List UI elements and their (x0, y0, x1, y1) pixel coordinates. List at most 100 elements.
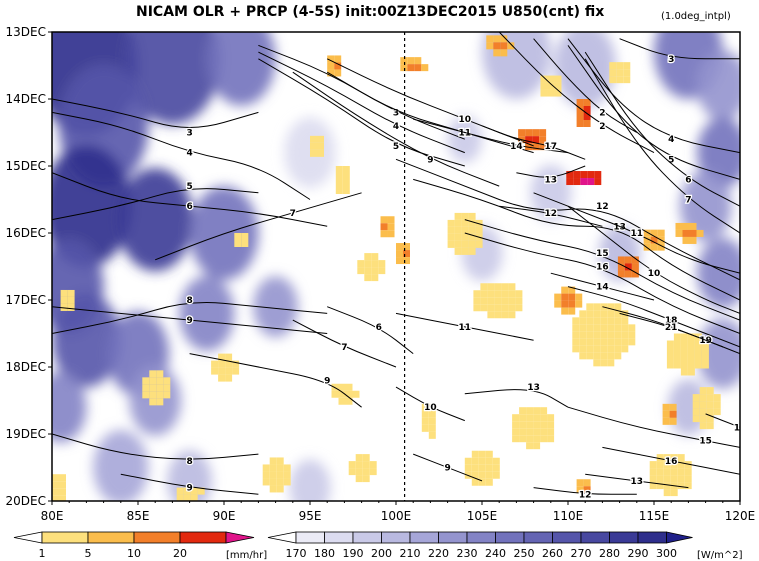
precip-cell (310, 149, 317, 157)
u850-contour-label: 3 (186, 129, 192, 139)
precip-cell (579, 331, 587, 339)
u850-contour-line (584, 51, 740, 207)
u850-contour-line (705, 413, 740, 428)
precip-cell (657, 243, 665, 251)
u850-contour-label: 3 (668, 55, 674, 65)
precip-cell (677, 461, 685, 469)
precip-cell (609, 76, 617, 84)
precip-cell (689, 222, 697, 230)
precip-cell (454, 219, 462, 227)
precip-cell (701, 347, 709, 355)
precip-cell (461, 219, 469, 227)
precip-cell (600, 317, 608, 325)
u850-contour-line (52, 433, 259, 460)
precip-cell (656, 454, 664, 462)
precip-cell (701, 361, 709, 369)
precip-cell (218, 360, 226, 368)
precip-cell (447, 226, 455, 234)
precip-cell (554, 75, 562, 83)
precip-cell (663, 461, 671, 469)
precip-cell (163, 384, 171, 392)
u850-contour-label: 8 (186, 457, 192, 467)
precip-cell (485, 464, 493, 472)
x-tick-label: 105E (467, 509, 498, 523)
precip-cell (706, 422, 714, 430)
olr-unit: [W/m^2] (697, 550, 743, 561)
precip-cell (687, 347, 695, 355)
precip-cell (583, 99, 591, 106)
olr-colorbar: 170 180 190 200 210 220 230 240 250 260 270 280 290 3… (267, 531, 693, 560)
precip-cell (310, 135, 317, 143)
precip-cell (190, 494, 198, 501)
precip-cell (677, 468, 685, 476)
precip-cell (59, 495, 66, 501)
u850-contour-label: 5 (393, 142, 399, 152)
precip-colorbar-arrow-low (13, 531, 43, 544)
u850-contour-label: 4 (393, 122, 399, 132)
precip-cell (713, 408, 721, 416)
precip-cell (508, 311, 516, 319)
precip-cell (486, 42, 494, 50)
precip-cell (508, 283, 516, 291)
precip-cell (60, 289, 68, 297)
precip-cell (699, 422, 707, 430)
precip-cell (650, 243, 658, 251)
precip-cell (540, 407, 548, 415)
olr-region (289, 459, 331, 501)
precip-cell (371, 253, 379, 261)
precip-cell (335, 173, 343, 180)
precip-cell (471, 478, 479, 486)
precip-cell (526, 442, 534, 450)
olr-colorbar-swatch (409, 531, 439, 544)
precip-cell (573, 171, 581, 179)
precip-cell (628, 338, 636, 346)
precip-cell (468, 226, 476, 234)
precip-cell (586, 338, 594, 346)
olr-colorbar-arrow-high (666, 531, 693, 544)
precip-cell (624, 256, 632, 264)
precip-cell (540, 82, 548, 90)
u850-contour-label: 18 (665, 316, 678, 326)
precip-cell (369, 468, 377, 476)
olr-region (52, 145, 132, 268)
precip-cell (211, 367, 219, 375)
u850-contour-line (395, 158, 740, 281)
precip-cell (631, 263, 639, 271)
precip-cell (345, 397, 353, 405)
u850-contour-line (516, 165, 586, 178)
precip-cell (334, 62, 342, 70)
precip-cell (485, 457, 493, 465)
u850-contour-label: 10 (459, 115, 472, 125)
precip-cell (623, 69, 631, 77)
precip-cell (662, 410, 670, 418)
precip-cell (142, 384, 150, 392)
olr-colorbar-swatch (580, 531, 610, 544)
precip-cell (586, 331, 594, 339)
precip-cell (176, 494, 184, 501)
precip-cell (656, 468, 664, 476)
precip-cell (593, 317, 601, 325)
precip-cell (579, 352, 587, 360)
precip-cell (355, 454, 363, 462)
u850-contour-label: 10 (424, 403, 437, 413)
precip-cell (561, 286, 569, 294)
u850-contour-label: 14 (596, 283, 609, 293)
precip-cell (501, 304, 509, 312)
olr-region (697, 318, 740, 389)
precip-cell (687, 354, 695, 362)
precip-cell (471, 464, 479, 472)
olr-colorbar-label: 270 (571, 547, 592, 560)
u850-contour-line (585, 473, 689, 489)
u850-contour-line (602, 446, 740, 475)
precip-cell (407, 57, 415, 65)
precip-cell (689, 229, 697, 237)
precip-cell (684, 468, 692, 476)
precip-cell (355, 461, 363, 469)
precip-cell (540, 421, 548, 429)
precip-cell (262, 478, 270, 486)
precip-cell (508, 297, 516, 305)
precip-cell (454, 247, 462, 255)
precip-cell (614, 303, 622, 311)
precip-cell (475, 240, 483, 248)
precip-cell (526, 428, 534, 436)
